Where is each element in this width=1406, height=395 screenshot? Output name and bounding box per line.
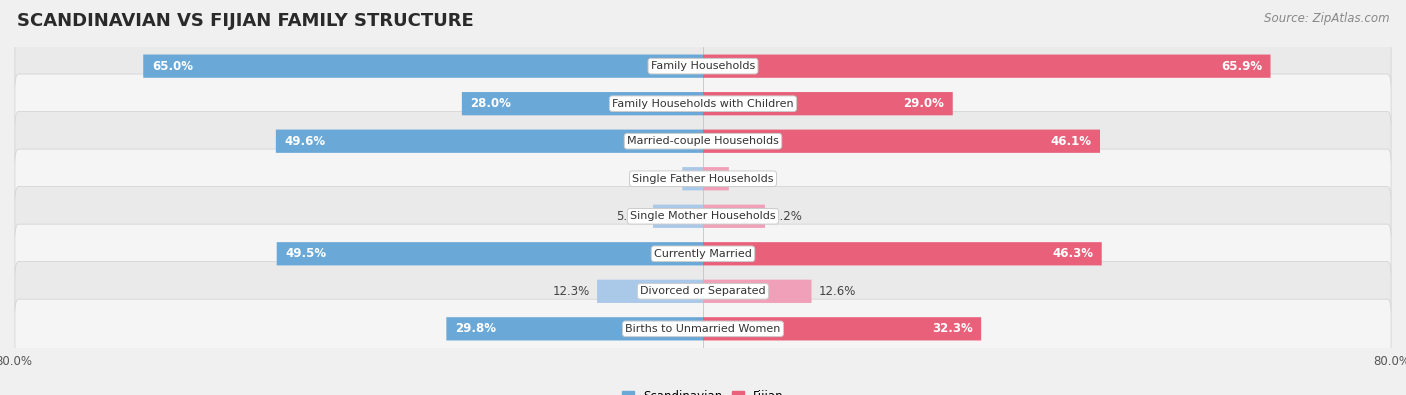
Text: 65.9%: 65.9% — [1220, 60, 1263, 73]
FancyBboxPatch shape — [15, 224, 1391, 284]
Text: Currently Married: Currently Married — [654, 249, 752, 259]
Text: Divorced or Separated: Divorced or Separated — [640, 286, 766, 296]
Text: 49.5%: 49.5% — [285, 247, 326, 260]
FancyBboxPatch shape — [15, 261, 1391, 321]
Text: Family Households with Children: Family Households with Children — [612, 99, 794, 109]
FancyBboxPatch shape — [461, 92, 703, 115]
FancyBboxPatch shape — [703, 167, 728, 190]
Text: Source: ZipAtlas.com: Source: ZipAtlas.com — [1264, 12, 1389, 25]
Text: 46.3%: 46.3% — [1052, 247, 1092, 260]
Text: Married-couple Households: Married-couple Households — [627, 136, 779, 146]
Text: 5.8%: 5.8% — [617, 210, 647, 223]
Text: 28.0%: 28.0% — [471, 97, 512, 110]
Text: Family Households: Family Households — [651, 61, 755, 71]
FancyBboxPatch shape — [143, 55, 703, 78]
FancyBboxPatch shape — [703, 280, 811, 303]
FancyBboxPatch shape — [15, 149, 1391, 209]
FancyBboxPatch shape — [15, 186, 1391, 246]
FancyBboxPatch shape — [15, 111, 1391, 171]
FancyBboxPatch shape — [682, 167, 703, 190]
Text: 12.3%: 12.3% — [553, 285, 591, 298]
Text: 29.0%: 29.0% — [903, 97, 945, 110]
Text: 65.0%: 65.0% — [152, 60, 193, 73]
FancyBboxPatch shape — [277, 242, 703, 265]
FancyBboxPatch shape — [276, 130, 703, 153]
FancyBboxPatch shape — [598, 280, 703, 303]
Text: SCANDINAVIAN VS FIJIAN FAMILY STRUCTURE: SCANDINAVIAN VS FIJIAN FAMILY STRUCTURE — [17, 12, 474, 30]
Text: Single Father Households: Single Father Households — [633, 174, 773, 184]
Text: Births to Unmarried Women: Births to Unmarried Women — [626, 324, 780, 334]
Text: Single Mother Households: Single Mother Households — [630, 211, 776, 221]
Text: 12.6%: 12.6% — [818, 285, 856, 298]
Text: 46.1%: 46.1% — [1050, 135, 1091, 148]
FancyBboxPatch shape — [652, 205, 703, 228]
FancyBboxPatch shape — [446, 317, 703, 340]
FancyBboxPatch shape — [703, 242, 1102, 265]
Text: 29.8%: 29.8% — [456, 322, 496, 335]
FancyBboxPatch shape — [15, 299, 1391, 359]
FancyBboxPatch shape — [703, 317, 981, 340]
Text: 49.6%: 49.6% — [284, 135, 326, 148]
FancyBboxPatch shape — [703, 55, 1271, 78]
Text: 7.2%: 7.2% — [772, 210, 801, 223]
FancyBboxPatch shape — [15, 74, 1391, 134]
FancyBboxPatch shape — [15, 36, 1391, 96]
FancyBboxPatch shape — [703, 130, 1099, 153]
Text: 3.0%: 3.0% — [735, 172, 765, 185]
FancyBboxPatch shape — [703, 205, 765, 228]
FancyBboxPatch shape — [703, 92, 953, 115]
Text: 2.4%: 2.4% — [645, 172, 675, 185]
Legend: Scandinavian, Fijian: Scandinavian, Fijian — [617, 385, 789, 395]
Text: 32.3%: 32.3% — [932, 322, 973, 335]
